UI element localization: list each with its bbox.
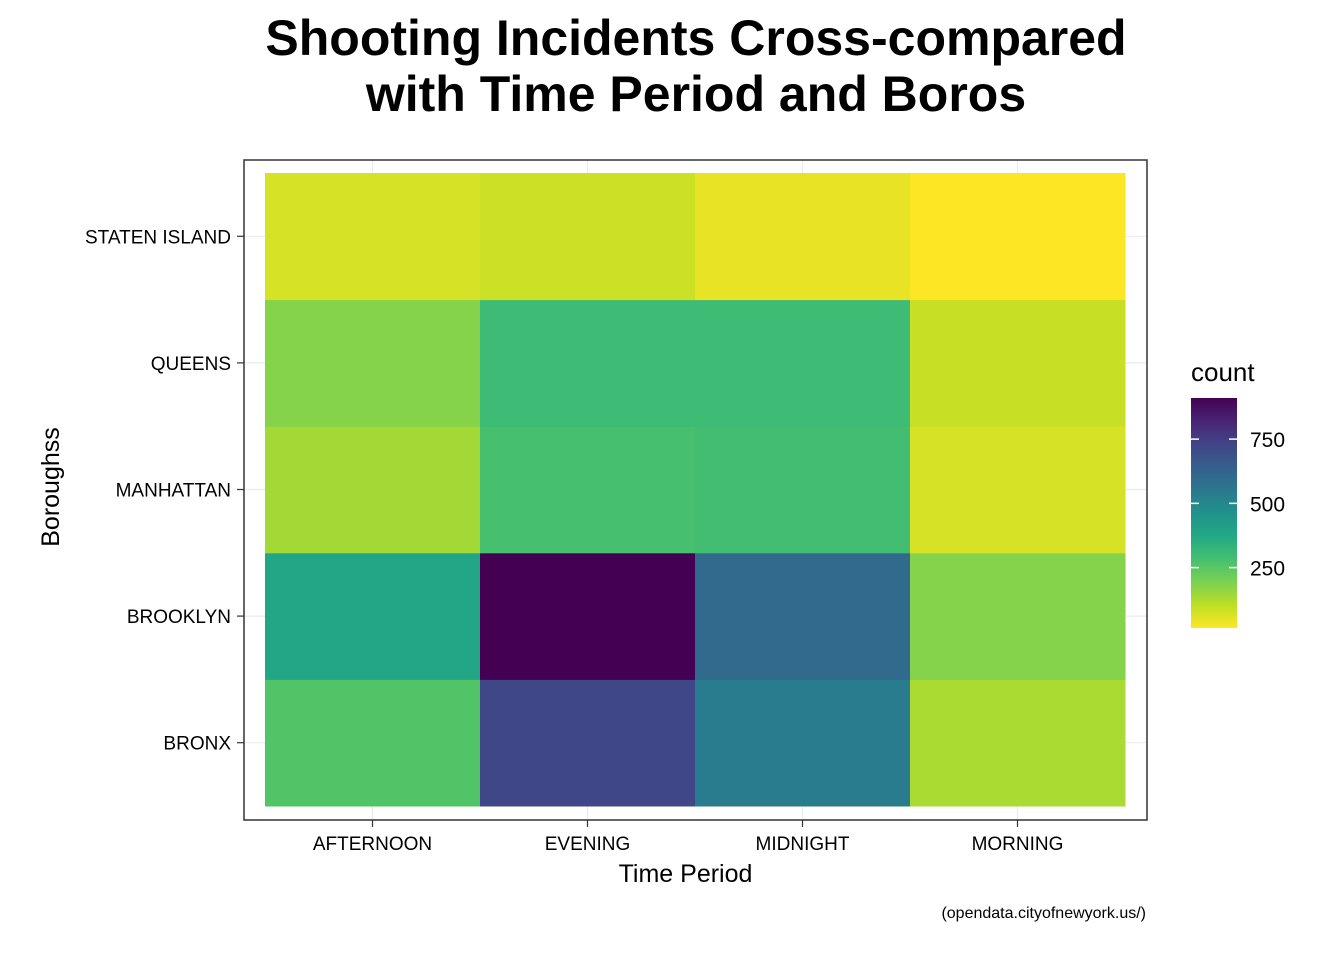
heatmap-cell-bronx-morning [910,679,1126,807]
x-tick-label: AFTERNOON [313,834,432,855]
heatmap-cell-staten-island-morning [910,173,1126,301]
heatmap-cell-queens-morning [910,299,1126,427]
legend-colorbar [1191,398,1237,628]
heatmap-cell-brooklyn-evening [480,552,696,680]
legend-tick-label: 250 [1250,558,1285,581]
heatmap-cell-staten-island-midnight [695,173,911,301]
heatmap-cell-staten-island-evening [480,173,696,301]
heatmap-cell-bronx-midnight [695,679,911,807]
heatmap-cell-manhattan-midnight [695,426,911,554]
legend-tick-label: 500 [1250,493,1285,516]
heatmap-cell-brooklyn-morning [910,552,1126,680]
heatmap-cell-brooklyn-midnight [695,552,911,680]
x-tick-label: EVENING [545,834,631,855]
y-tick-label: BROOKLYN [127,607,231,628]
legend-tick-label: 750 [1250,429,1285,452]
heatmap-cell-brooklyn-afternoon [265,552,481,680]
heatmap-cell-queens-midnight [695,299,911,427]
y-axis-title: Boroughss [37,427,65,547]
y-tick-label: QUEENS [151,354,231,375]
x-tick-label: MIDNIGHT [756,834,850,855]
heatmap-cell-manhattan-morning [910,426,1126,554]
heatmap-cell-bronx-evening [480,679,696,807]
y-tick-label: STATEN ISLAND [85,227,231,248]
heatmap-cell-staten-island-afternoon [265,173,481,301]
x-tick-label: MORNING [972,834,1064,855]
y-tick-label: MANHATTAN [116,481,231,502]
heatmap-cell-bronx-afternoon [265,679,481,807]
chart-title-line2: with Time Period and Boros [365,66,1027,122]
x-axis-title: Time Period [619,860,753,888]
y-tick-label: BRONX [163,734,231,755]
chart-caption: (opendata.cityofnewyork.us/) [941,905,1146,922]
heatmap-cell-queens-evening [480,299,696,427]
legend-title: count [1191,357,1255,387]
heatmap-cell-manhattan-evening [480,426,696,554]
heatmap-cell-queens-afternoon [265,299,481,427]
heatmap-cell-manhattan-afternoon [265,426,481,554]
chart-title-line1: Shooting Incidents Cross-compared [265,10,1127,66]
